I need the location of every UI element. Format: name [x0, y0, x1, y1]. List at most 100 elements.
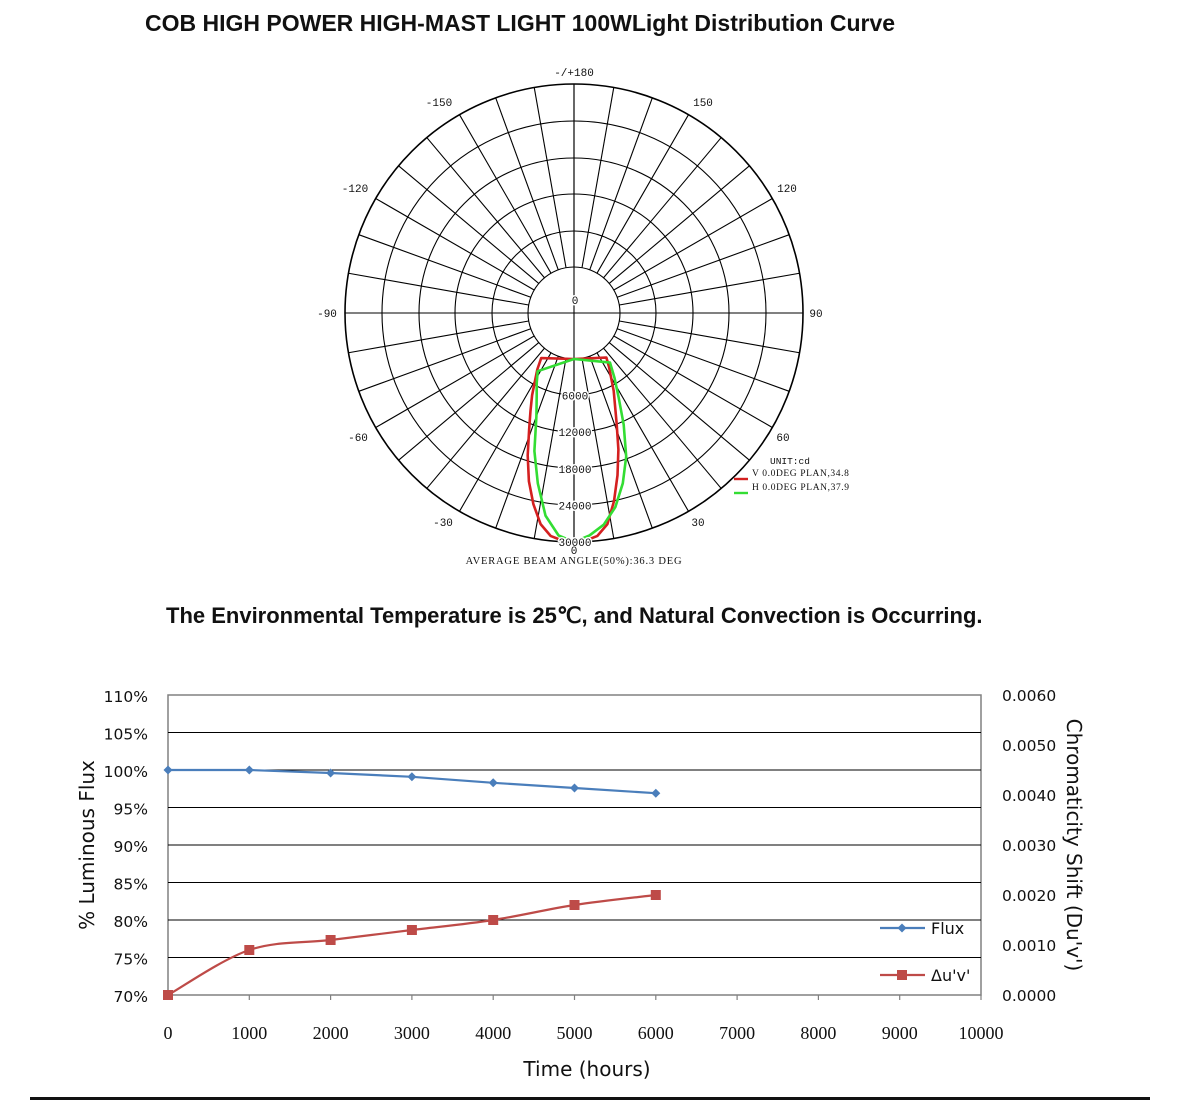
legend-label: Δu'v' [931, 966, 970, 985]
polar-light-distribution-chart: 0 6000 12000 18000 24000 30000 -/+180 150 -150 12… [317, 68, 850, 567]
polar-grid-spoke [358, 328, 531, 392]
polar-grid-spoke [589, 97, 653, 270]
polar-grid-spoke [459, 114, 552, 274]
y-tick-label: 105% [104, 726, 148, 744]
duv-data-point [163, 990, 173, 1000]
polar-angle-label: -120 [342, 184, 368, 196]
polar-grid-spoke [589, 356, 653, 529]
polar-series-curve [526, 356, 620, 544]
flux-data-point [326, 768, 336, 778]
polar-grid-spoke [495, 97, 559, 270]
polar-grid-spoke [619, 272, 800, 306]
polar-unit-label: UNIT:cd [770, 456, 810, 467]
x-tick-label: 4000 [475, 1023, 511, 1043]
x-tick-label: 10000 [959, 1023, 1004, 1043]
flux-data-point [407, 772, 417, 782]
y-tick-label: 85% [114, 876, 148, 894]
x-tick-label: 5000 [557, 1023, 593, 1043]
polar-angle-label: 120 [777, 184, 797, 196]
polar-grid-spoke [596, 114, 689, 274]
polar-angle-label: 0 [571, 546, 578, 558]
x-tick-label: 7000 [719, 1023, 755, 1043]
polar-grid-spoke [358, 234, 531, 298]
y-tick-label: 80% [114, 913, 148, 931]
polar-grid-spoke [603, 347, 722, 489]
y2-tick-label: 0.0030 [1002, 837, 1056, 855]
flux-data-point [488, 778, 498, 788]
x-tick-label: 0 [164, 1023, 173, 1043]
polar-radial-tick-label: 24000 [558, 501, 591, 513]
polar-legend-label: H 0.0DEG PLAN,37.9 [752, 483, 850, 493]
x-tick-label: 8000 [800, 1023, 836, 1043]
y-tick-label: 110% [104, 688, 148, 706]
polar-grid-spoke [613, 198, 773, 291]
polar-grid-spoke [398, 342, 540, 461]
flux-data-point [244, 765, 254, 775]
y2-tick-label: 0.0050 [1002, 737, 1056, 755]
y-axis-title: % Luminous Flux [75, 760, 99, 930]
polar-grid-spoke [617, 328, 790, 392]
y-tick-label: 90% [114, 838, 148, 856]
flux-data-point [651, 788, 661, 798]
duv-data-point [325, 935, 336, 945]
polar-grid-spoke [533, 358, 567, 539]
polar-radial-tick-label: 30000 [558, 538, 591, 550]
polar-grid-spoke [581, 358, 615, 539]
polar-grid-spoke [348, 320, 529, 354]
polar-radial-tick-label: 6000 [562, 392, 588, 404]
y2-tick-label: 0.0020 [1002, 887, 1056, 905]
x-axis-title: Time (hours) [522, 1057, 650, 1081]
y2-tick-label: 0.0040 [1002, 787, 1056, 805]
polar-grid-spoke [348, 272, 529, 306]
polar-radial-tick-label: 12000 [558, 428, 591, 440]
y2-tick-label: 0.0010 [1002, 937, 1056, 955]
y2-axis-title: Chromaticity Shift (Du'v') [1062, 719, 1086, 972]
polar-grid-spoke [608, 165, 750, 284]
polar-angle-label: -150 [426, 98, 452, 110]
polar-angle-label: 60 [776, 433, 789, 445]
polar-grid-spoke [495, 356, 559, 529]
duv-data-point [569, 900, 580, 910]
x-tick-label: 9000 [882, 1023, 918, 1043]
polar-angle-label: 30 [691, 518, 704, 530]
polar-grid-spoke [608, 342, 750, 461]
polar-grid-spoke [375, 335, 535, 428]
polar-grid-spoke [619, 320, 800, 354]
flux-data-point [570, 783, 579, 793]
polar-angle-label: 90 [809, 309, 822, 321]
polar-radial-tick-label: 0 [572, 296, 579, 308]
polar-angle-label: 150 [693, 98, 713, 110]
polar-angle-label: -/+180 [554, 68, 594, 80]
lumen-maintenance-chart: 70% 75% 80% 85% 90% 95% 100% 105% 110% 0.0000 0.00… [75, 687, 1086, 1081]
polar-grid-spoke [426, 137, 545, 279]
polar-angle-label: -60 [348, 433, 368, 445]
polar-grid-spoke [426, 347, 545, 489]
polar-angle-label: -90 [317, 309, 337, 321]
polar-grid-spoke [603, 137, 722, 279]
x-tick-label: 6000 [638, 1023, 674, 1043]
y-tick-label: 95% [114, 801, 148, 819]
y-tick-label: 70% [114, 988, 148, 1006]
y-tick-label: 100% [104, 763, 148, 781]
polar-grid-spoke [533, 87, 567, 268]
x-tick-label: 1000 [231, 1023, 267, 1043]
legend-swatch-marker [897, 923, 907, 933]
polar-beam-angle-label: AVERAGE BEAM ANGLE(50%):36.3 DEG [466, 556, 683, 567]
polar-angle-label: -30 [433, 518, 453, 530]
polar-radial-tick-label: 18000 [558, 465, 591, 477]
flux-data-point [163, 765, 173, 775]
legend-swatch-marker [897, 970, 907, 980]
x-tick-label: 3000 [394, 1023, 430, 1043]
polar-grid-spoke [581, 87, 615, 268]
page-title: COB HIGH POWER HIGH-MAST LIGHT 100WLight… [145, 10, 896, 36]
x-tick-label: 2000 [313, 1023, 349, 1043]
duv-data-point [244, 945, 255, 955]
bottom-rule [30, 1097, 1150, 1100]
polar-grid-spoke [617, 234, 790, 298]
y-tick-label: 75% [114, 951, 148, 969]
y2-tick-label: 0.0000 [1002, 987, 1056, 1005]
polar-grid-spoke [613, 335, 773, 428]
duv-data-point [650, 890, 661, 900]
legend-label: Flux [931, 919, 964, 938]
polar-grid-spoke [375, 198, 535, 291]
